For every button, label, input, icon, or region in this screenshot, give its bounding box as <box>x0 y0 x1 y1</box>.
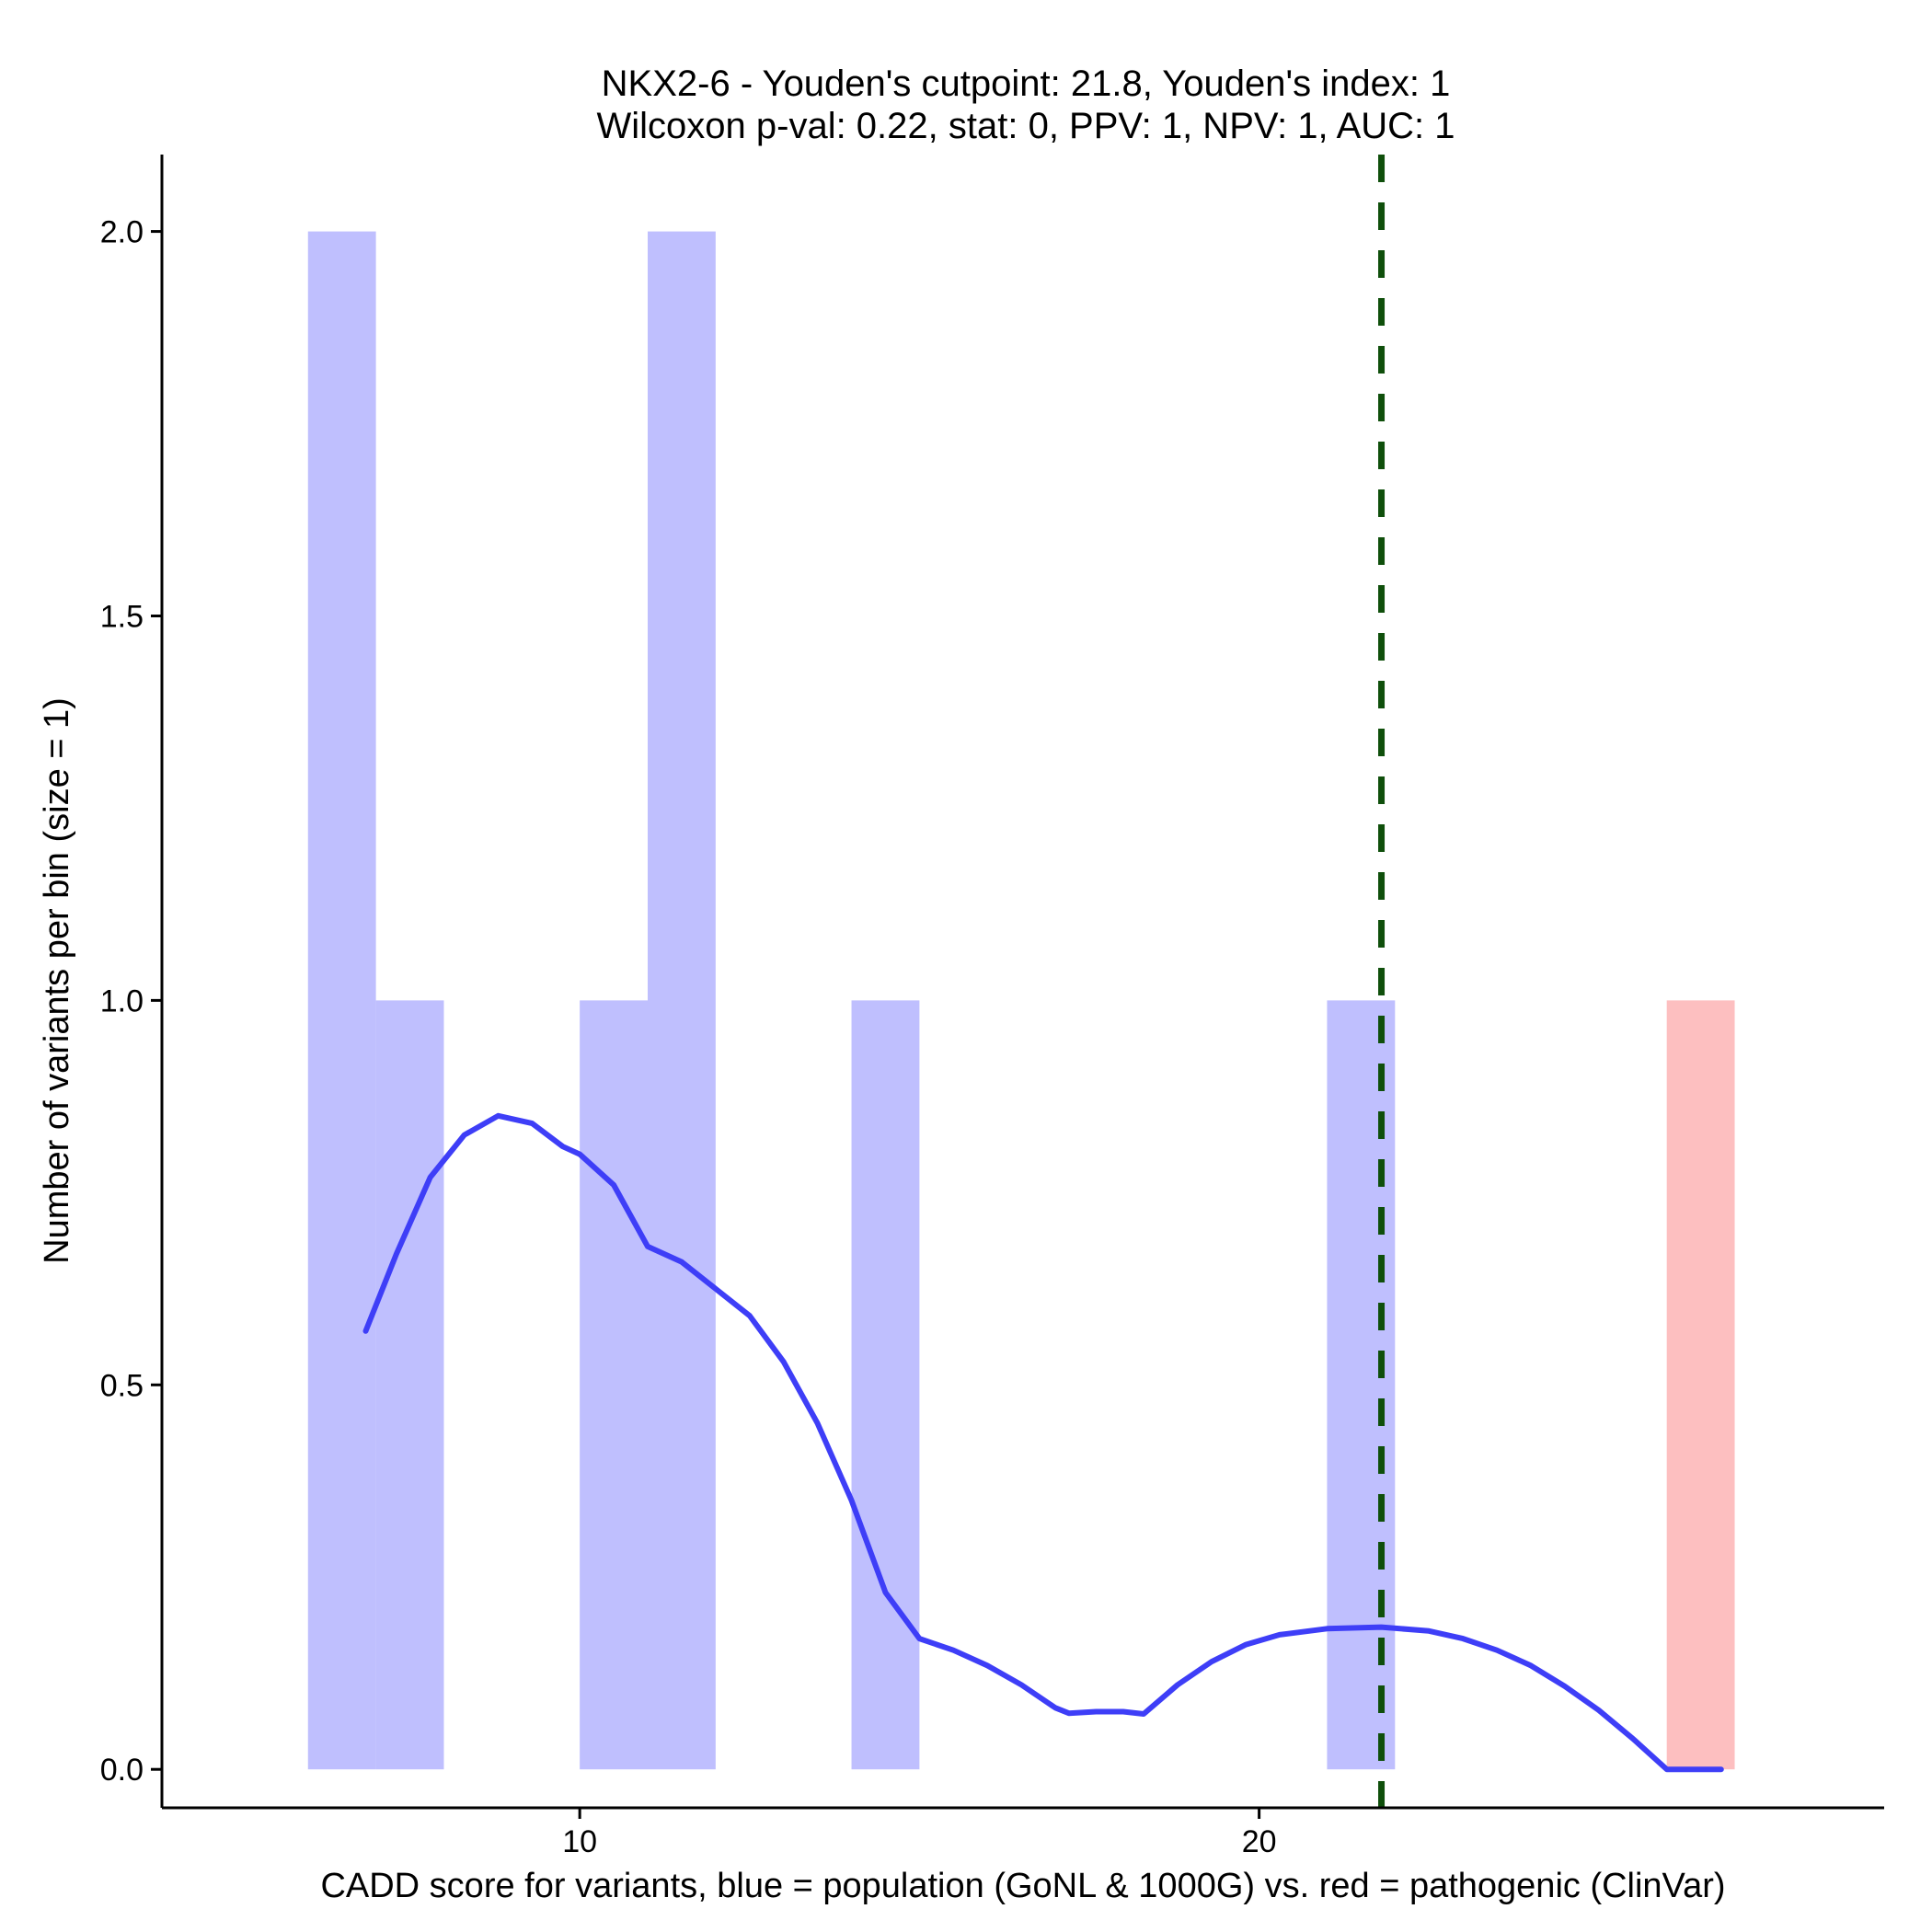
x-tick-label-0: 10 <box>562 1824 597 1859</box>
density-curve-group <box>362 1112 1724 1773</box>
bar-population-2 <box>580 1000 648 1770</box>
bar-population-1 <box>375 1000 444 1770</box>
bar-pathogenic-0 <box>1666 1000 1735 1770</box>
density-line <box>362 1112 1724 1773</box>
bar-population-0 <box>307 231 376 1770</box>
y-tick-label-4: 2.0 <box>100 215 144 250</box>
bar-population-4 <box>851 1000 920 1770</box>
x-tick-label-1: 20 <box>1242 1824 1277 1859</box>
histogram-bars <box>307 231 1735 1770</box>
x-axis-ticks: 10 20 <box>562 1808 1277 1859</box>
chart-title-line1: NKX2-6 - Youden's cutpoint: 21.8, Youden… <box>602 63 1451 104</box>
bar-population-3 <box>648 231 716 1770</box>
y-tick-label-3: 1.5 <box>100 599 144 634</box>
y-tick-label-2: 1.0 <box>100 983 144 1018</box>
bar-population-5 <box>1327 1000 1396 1770</box>
y-axis-title: Number of variants per bin (size = 1) <box>38 697 76 1264</box>
y-tick-label-1: 0.5 <box>100 1368 144 1403</box>
y-tick-label-0: 0.0 <box>100 1753 144 1788</box>
chart-title-line2: Wilcoxon p-val: 0.22, stat: 0, PPV: 1, N… <box>597 106 1455 146</box>
y-axis-ticks: 0.0 0.5 1.0 1.5 2.0 <box>100 215 162 1788</box>
x-axis-title: CADD score for variants, blue = populati… <box>320 1867 1725 1905</box>
